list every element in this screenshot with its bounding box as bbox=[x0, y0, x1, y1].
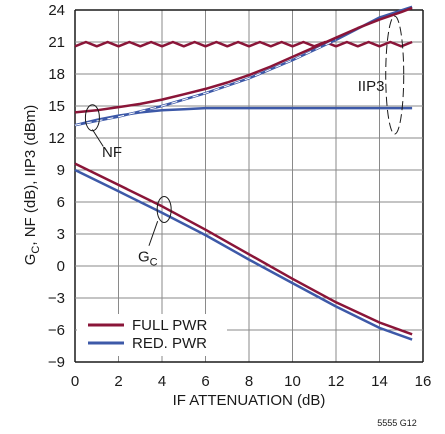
x-tick-label: 4 bbox=[158, 373, 166, 390]
x-tick-label: 16 bbox=[415, 373, 432, 390]
x-tick-label: 0 bbox=[71, 373, 79, 390]
x-tick-label: 2 bbox=[114, 373, 122, 390]
grid bbox=[74, 9, 424, 363]
y-tick-label: 0 bbox=[57, 258, 65, 275]
y-tick-label: 3 bbox=[57, 226, 65, 243]
y-axis-label-rest: , NF (dB), IIP3 (dBm) bbox=[22, 105, 39, 246]
gc-leader bbox=[148, 221, 159, 246]
series-line-gc-4 bbox=[74, 162, 413, 336]
gc-label-sub: C bbox=[150, 257, 158, 269]
y-tick-label: −3 bbox=[48, 290, 65, 307]
y-tick-label: −9 bbox=[48, 354, 65, 371]
y-tick-label: 24 bbox=[48, 2, 65, 19]
legend: FULL PWR RED. PWR bbox=[77, 314, 227, 356]
nf-leader bbox=[91, 129, 104, 147]
y-axis-label: GC, NF (dB), IIP3 (dBm) bbox=[22, 105, 42, 265]
y-tick-label: 6 bbox=[57, 194, 65, 211]
x-tick-label: 8 bbox=[245, 373, 253, 390]
y-axis-label-sub: C bbox=[30, 246, 42, 254]
nf-ellipse bbox=[84, 104, 100, 132]
nf-label: NF bbox=[102, 144, 122, 161]
legend-label-red-pwr: RED. PWR bbox=[132, 335, 207, 352]
y-tick-label: 15 bbox=[48, 98, 65, 115]
y-axis-label-g: G bbox=[22, 254, 39, 266]
iip3-label: IIP3 bbox=[358, 78, 385, 95]
series-line-nf-3 bbox=[74, 106, 413, 127]
y-tick-label: −6 bbox=[48, 322, 65, 339]
legend-background bbox=[77, 314, 227, 356]
series-line-iip3-0 bbox=[74, 40, 413, 48]
x-tick-label: 6 bbox=[201, 373, 209, 390]
series-dash-overlay bbox=[74, 39, 337, 126]
legend-label-full-pwr: FULL PWR bbox=[132, 317, 207, 334]
y-tick-label: 12 bbox=[48, 130, 65, 147]
x-axis-label: IF ATTENUATION (dB) bbox=[173, 392, 326, 409]
gc-label-main: G bbox=[138, 249, 150, 266]
iip3-ellipse bbox=[385, 15, 405, 135]
y-tick-label: 18 bbox=[48, 66, 65, 83]
x-tick-label: 12 bbox=[328, 373, 345, 390]
x-tick-label: 10 bbox=[284, 373, 301, 390]
gc-label: GC bbox=[138, 249, 158, 269]
series-lines bbox=[74, 5, 413, 341]
y-tick-label: 21 bbox=[48, 34, 65, 51]
series-line-gc-5 bbox=[74, 168, 413, 341]
x-tick-label: 14 bbox=[371, 373, 388, 390]
y-tick-label: 9 bbox=[57, 162, 65, 179]
figure-id: 5555 G12 bbox=[377, 418, 417, 428]
series-line-nf-2 bbox=[74, 6, 413, 114]
gc-ellipse bbox=[156, 195, 172, 223]
annotations: NF IIP3 GC bbox=[84, 15, 405, 269]
